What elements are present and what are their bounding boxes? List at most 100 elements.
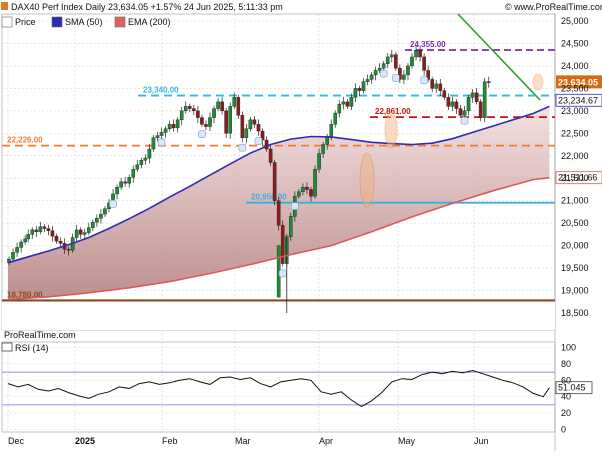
candle-body [54,235,59,242]
candle-body [406,65,410,76]
y-tick-label: 21,000 [561,196,589,206]
level-label: 18,780.00 [7,290,43,299]
event-marker [157,138,166,147]
candle-body [204,124,208,127]
candle-body [446,97,451,107]
candle-body [325,137,329,145]
candle-body [256,124,261,132]
x-tick-label: Dec [8,436,25,446]
candle-body [99,213,103,219]
value-box [555,171,602,185]
candle-body [390,54,394,58]
candle-body [119,181,123,188]
event-marker [420,76,428,85]
candle-body [131,169,136,178]
event-marker [392,74,400,82]
level-label: 22,226.00 [7,136,43,145]
candle-body [317,153,321,170]
y-tick-label: 24,000 [561,61,589,71]
candle-body [224,110,228,134]
candle-body [78,229,83,235]
x-tick-label: May [398,436,416,446]
legend-label: Price [15,17,36,27]
brand-label: © www.ProRealTime.com [505,2,602,12]
candle-body [147,148,152,159]
candle-body [38,226,43,232]
brand-icon [1,2,8,10]
candle-body [365,79,370,82]
footer-brand: ProRealTime.com [4,330,76,340]
candle-body [268,148,273,163]
floor-mask [2,300,555,330]
candle-body [345,101,350,107]
candle-body [23,238,27,243]
candle-body [248,119,253,130]
candle-body [333,112,338,125]
event-marker [198,130,206,139]
candle-body [66,249,71,251]
candle-body [220,101,224,112]
legend-swatch [1,16,13,28]
candle-body [280,225,285,264]
chart-title: DAX40 Perf Index Daily 23,634.05 +1.57% … [11,2,283,12]
header-bar [0,0,602,13]
value-box [555,93,602,107]
candle-body [183,106,188,112]
x-tick-label: Apr [319,436,333,446]
candle-body [458,108,463,116]
y-tick-label: 22,500 [561,128,589,138]
x-tick-label: Mar [235,436,251,446]
event-marker [278,269,287,278]
candle-body [236,97,241,116]
candle-body [450,101,455,107]
candle-body [321,144,325,154]
candle-body [434,83,439,89]
candle-body [349,97,354,107]
candle-body [11,252,15,260]
candle-body [454,101,459,109]
candle-body [135,164,140,170]
candle-body [301,187,305,192]
candle-body [103,208,107,215]
candle-body [482,81,487,118]
candle-body [175,119,180,129]
last-price-label: 23,634.05 [558,77,598,87]
rsi-line [7,369,550,408]
rsi-tick-label: 100 [561,343,576,353]
event-marker [238,143,247,152]
trend-line [457,13,541,101]
last-price-box [556,75,602,89]
candle-body [466,97,471,112]
y-tick-label: 20,500 [561,218,589,228]
candle-body [478,101,483,118]
candle-body [402,74,406,80]
candle-body [260,130,265,141]
y-tick-label: 21,500 [561,173,589,183]
event-marker [291,202,299,210]
x-tick-label: Feb [162,436,178,446]
candle-body [216,101,220,109]
rsi-tick-label: 0 [561,425,566,435]
candle-body [240,115,245,139]
y-tick-label: 23,000 [561,106,589,116]
legend-swatch [51,16,63,28]
candle-body [486,81,491,83]
candle-body [196,110,200,118]
candle-body [151,137,156,150]
rsi-tick-label: 20 [561,408,571,418]
candle-body [143,157,148,161]
candle-body [462,110,467,116]
candle-body [212,108,216,118]
event-marker [254,137,263,145]
y-tick-label: 19,500 [561,263,589,273]
candle-body [385,56,390,64]
level-label: 24,355.00 [410,40,446,49]
candle-body [26,234,31,240]
candle-body [179,110,184,121]
candle-body [95,218,99,223]
candle-body [123,181,127,184]
legend-label: SMA (50) [65,17,103,27]
y-tick-label: 20,000 [561,241,589,251]
